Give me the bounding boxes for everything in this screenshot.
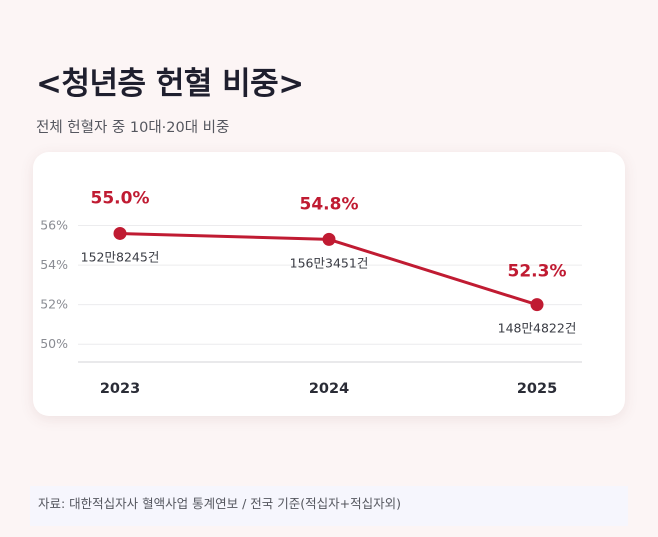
data-value-label: 55.0% bbox=[91, 188, 150, 208]
y-tick-label: 54% bbox=[40, 257, 68, 272]
source-note: 자료: 대한적십자사 혈액사업 통계연보 / 전국 기준(적십자+적십자외) bbox=[38, 496, 401, 511]
data-count-label: 156만3451건 bbox=[290, 255, 369, 270]
data-point bbox=[113, 226, 127, 240]
chart-subtitle: 전체 헌혈자 중 10대·20대 비중 bbox=[36, 120, 230, 136]
x-tick-label: 2023 bbox=[100, 381, 140, 397]
chart-card bbox=[33, 152, 625, 416]
data-point bbox=[322, 232, 336, 246]
chart-title: <청년층 헌혈 비중> bbox=[36, 66, 304, 102]
data-value-label: 54.8% bbox=[300, 194, 359, 214]
x-tick-label: 2024 bbox=[309, 381, 349, 397]
data-point bbox=[530, 298, 544, 312]
x-tick-label: 2025 bbox=[517, 381, 557, 397]
y-tick-label: 56% bbox=[40, 218, 68, 233]
y-tick-label: 50% bbox=[40, 336, 68, 351]
data-count-label: 148만4822건 bbox=[498, 321, 577, 336]
data-count-label: 152만8245건 bbox=[81, 249, 160, 264]
y-tick-label: 52% bbox=[40, 297, 68, 312]
data-value-label: 52.3% bbox=[508, 262, 567, 282]
source-box bbox=[30, 486, 628, 526]
